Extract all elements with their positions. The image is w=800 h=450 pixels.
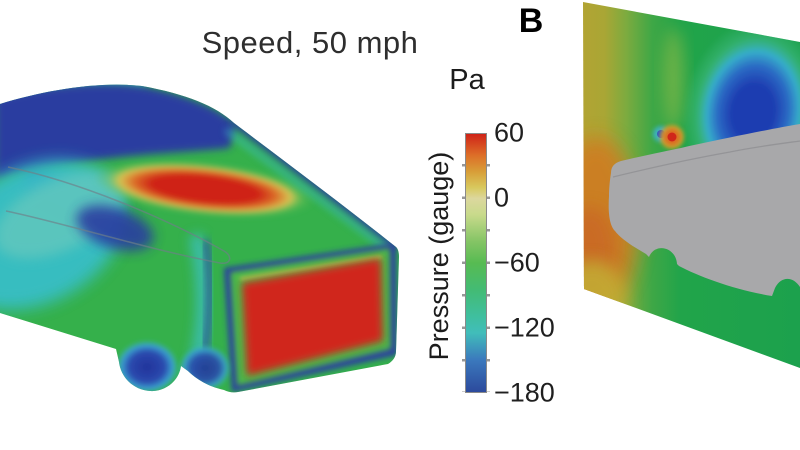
colorbar-unit: Pa	[449, 64, 485, 96]
colorbar-tick: −180	[494, 377, 555, 408]
stagnation-dot	[660, 125, 684, 149]
roof-suction-lobe	[682, 20, 800, 204]
colorbar-tick: −120	[494, 312, 555, 343]
colorbar-tick: −60	[494, 247, 540, 278]
colorbar-axis-label: Pressure (gauge)	[424, 151, 454, 361]
panel-b-label: B	[518, 2, 544, 40]
colorbar-tick: 0	[494, 182, 510, 213]
window-outline	[5, 166, 231, 265]
roof-low-pressure-band	[0, 84, 236, 180]
colorbar-tick: 60	[494, 117, 525, 148]
car-silhouette	[608, 124, 800, 296]
colorbar-ticks: 60 0 −60 −120 −180	[494, 118, 574, 408]
pressure-plane	[583, 2, 800, 368]
front-wheel-low-pressure	[115, 340, 179, 393]
colorbar-gradient	[462, 133, 490, 393]
panel-a-title: Speed, 50 mph	[201, 25, 419, 60]
hood-suction-dot	[653, 126, 669, 142]
rear-wheel-low-pressure	[179, 345, 231, 391]
hood-line	[612, 140, 800, 178]
car-3d-body	[0, 84, 399, 393]
rear-window-high-pressure-band	[93, 159, 317, 219]
rear-face-base-pressure	[224, 243, 397, 392]
